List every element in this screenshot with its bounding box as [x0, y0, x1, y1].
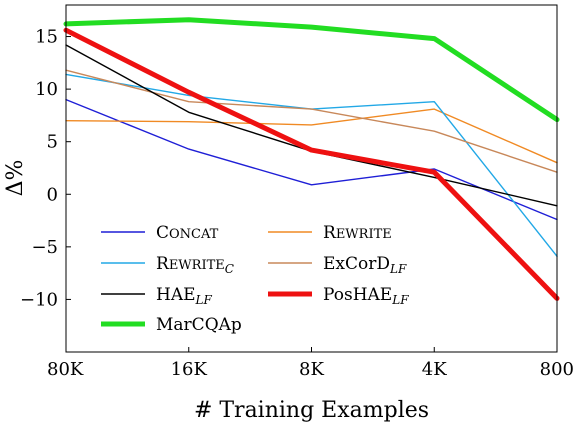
series-layer	[63, 17, 560, 301]
y-tick-label: 0	[47, 184, 58, 205]
x-tick-label: 16K	[171, 359, 208, 380]
series-line-rewritec	[65, 73, 558, 257]
x-tick-label: 4K	[422, 359, 447, 380]
series-line-excordlf	[65, 69, 558, 173]
legend-label: REWRITEC	[156, 254, 234, 276]
legend-label: PosHAELF	[323, 285, 409, 307]
y-tick-label: 5	[47, 132, 58, 153]
legend-label: ExCorDLF	[323, 254, 407, 276]
y-tick-label: 15	[35, 27, 58, 48]
axis-ticks: −10 −5 0 5 10 15 80K 16K 8K 4K 800	[20, 27, 574, 380]
series-line-marcqap	[63, 17, 560, 123]
x-tick-label: 800	[540, 359, 574, 380]
plot-frame	[65, 4, 558, 353]
x-tick-label: 8K	[299, 359, 324, 380]
legend: CONCAT REWRITE REWRITEC ExCorDLF HAELF PosHAE…	[101, 223, 409, 335]
legend-label: CONCAT	[156, 223, 219, 243]
series-line-rewrite	[65, 108, 558, 164]
y-axis-label: Δ%	[3, 160, 28, 197]
y-tick-label: 10	[35, 79, 58, 100]
legend-label: MarCQAp	[156, 315, 242, 335]
legend-label: REWRITE	[323, 223, 392, 243]
series-line-concat	[65, 98, 558, 221]
x-tick-label: 80K	[47, 359, 84, 380]
legend-label: HAELF	[156, 285, 212, 307]
x-axis-label: # Training Examples	[194, 398, 429, 423]
series-line-poshaelf	[63, 27, 560, 301]
y-tick-label: −5	[31, 237, 58, 258]
y-tick-label: −10	[20, 289, 58, 310]
